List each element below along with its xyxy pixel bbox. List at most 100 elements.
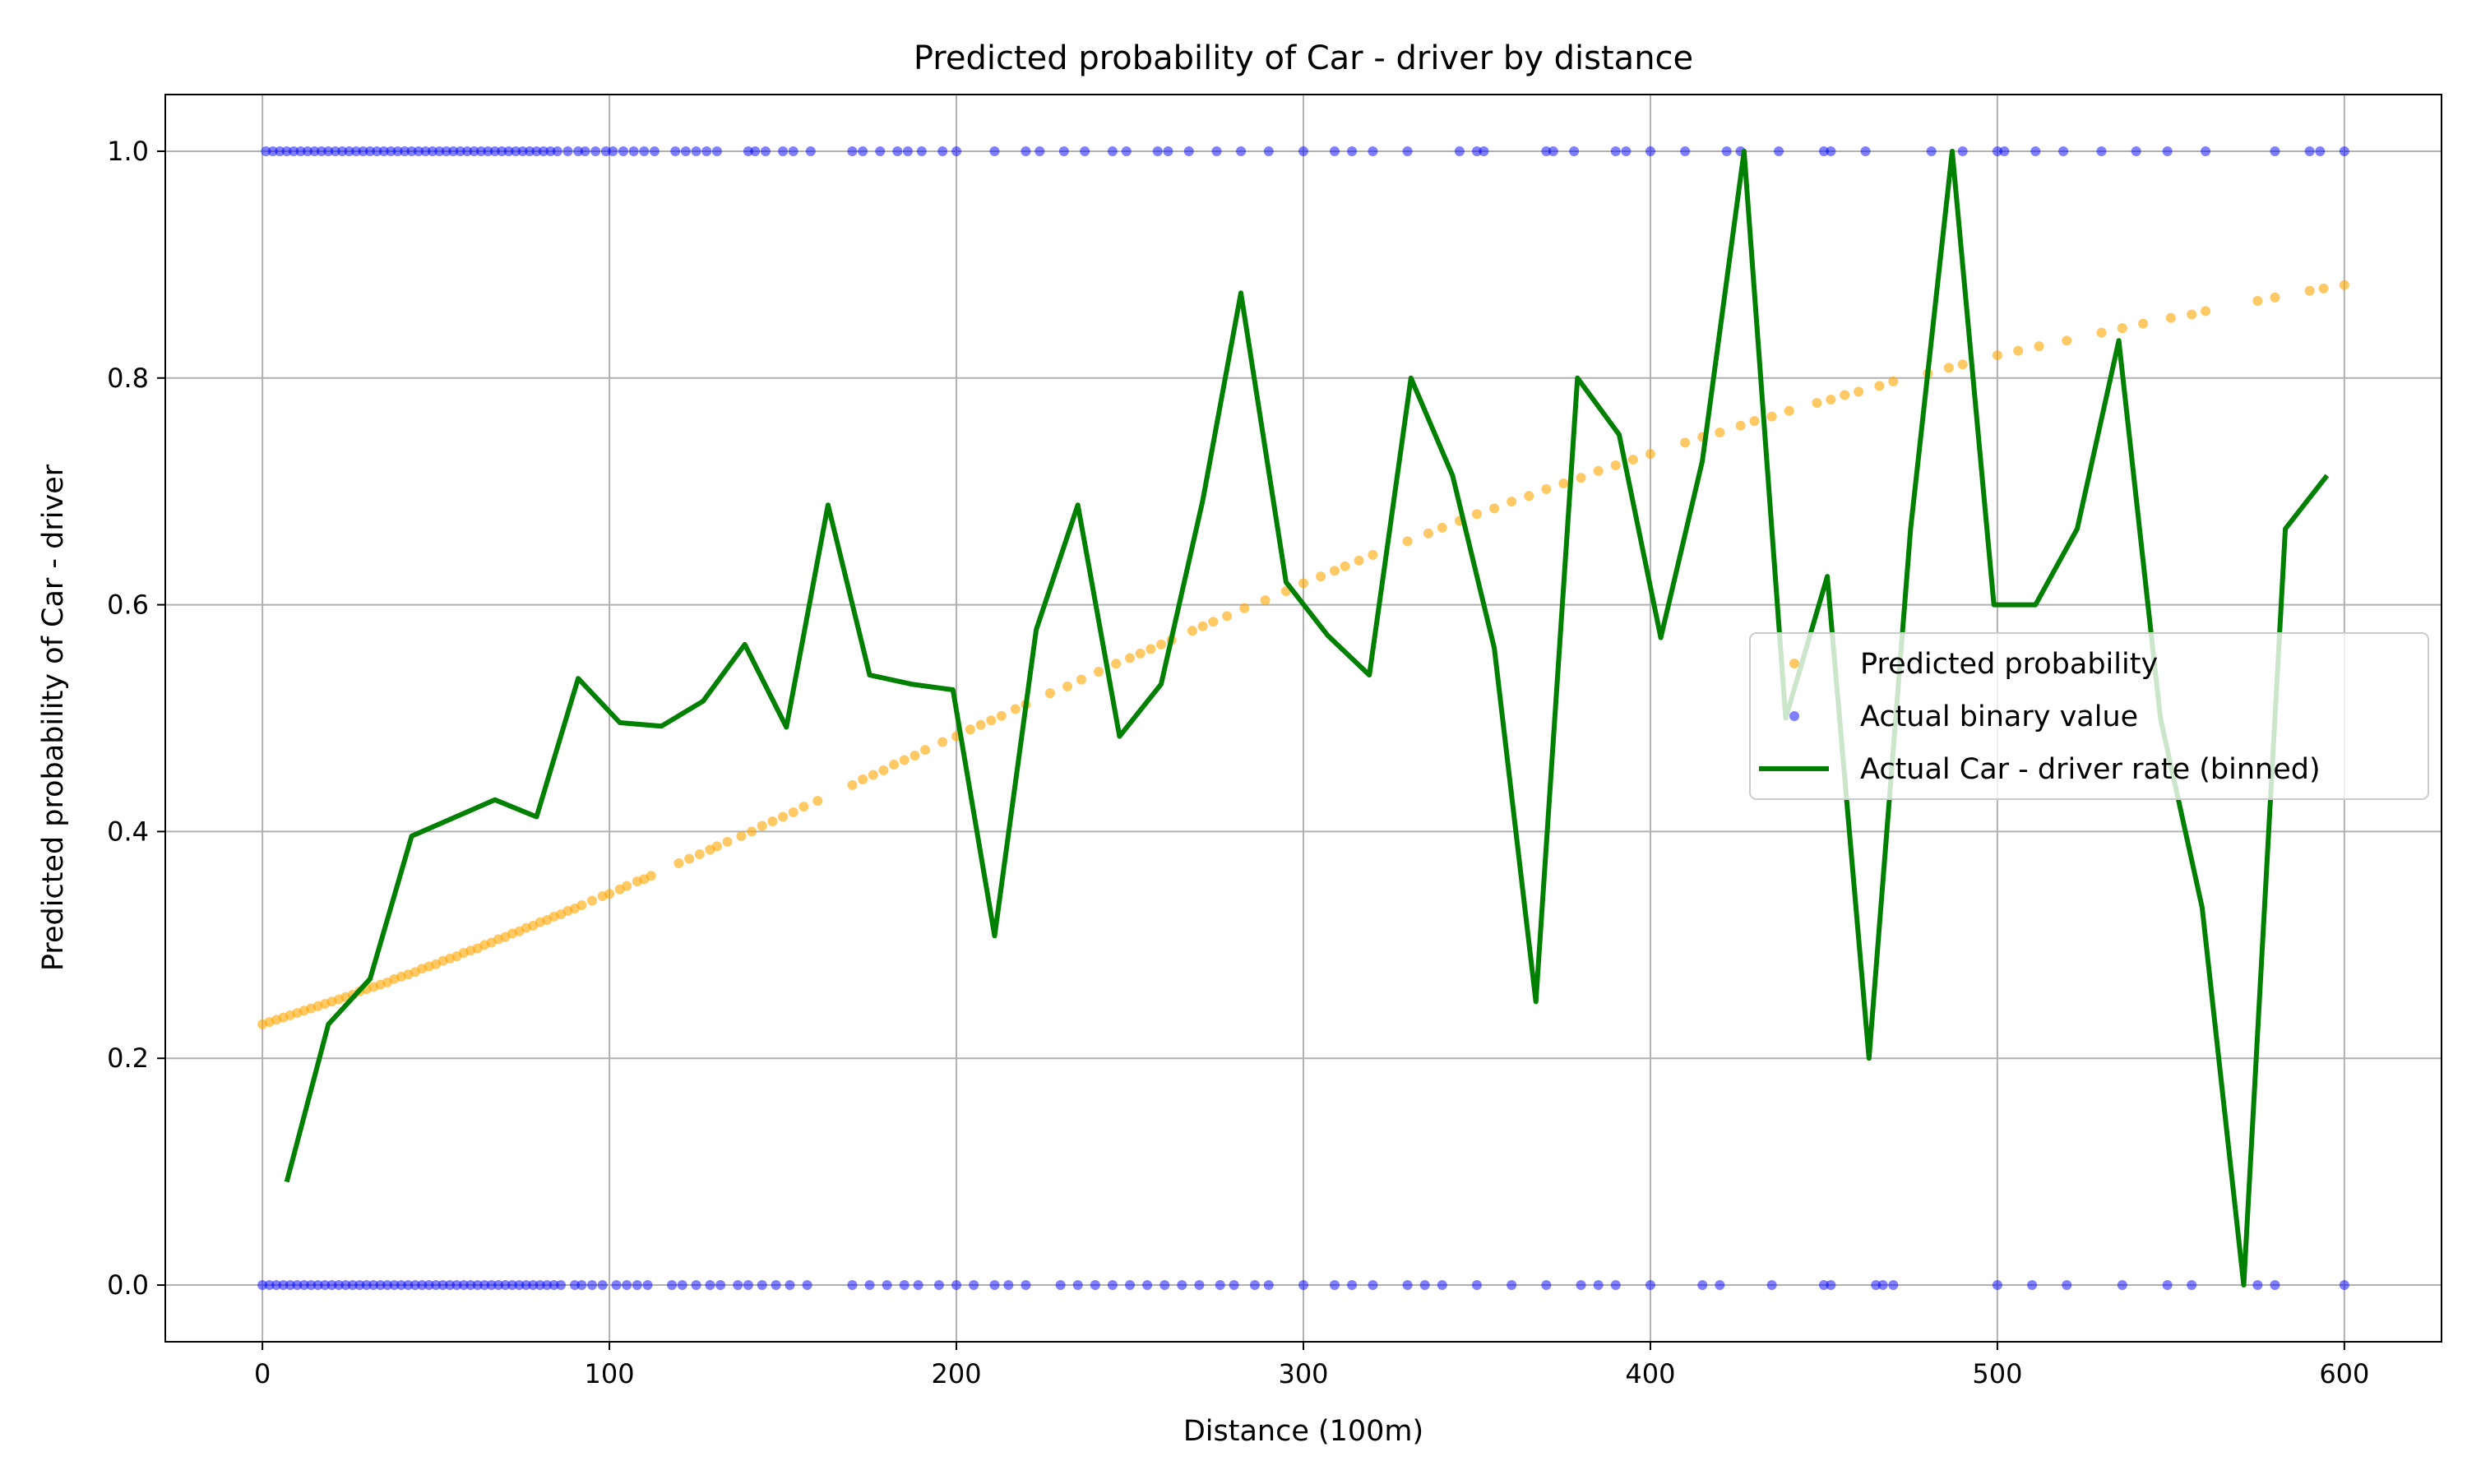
actual-point-one-88 [1368,146,1378,156]
predicted-point-151 [2304,285,2315,296]
actual-point-zero-57 [733,1280,743,1291]
actual-point-zero-105 [1826,1280,1836,1291]
actual-point-one-39 [531,146,542,156]
actual-point-one-32 [483,146,493,156]
predicted-point-140 [2013,345,2024,356]
predicted-point-67 [798,802,809,812]
actual-point-one-35 [503,146,514,156]
actual-point-zero-71 [989,1280,1000,1291]
actual-point-zero-81 [1177,1280,1187,1291]
predicted-point-92 [1146,644,1156,654]
actual-point-one-117 [2304,146,2315,156]
x-tick-label-4: 400 [1625,1358,1675,1389]
actual-point-one-106 [1926,146,1937,156]
predicted-point-110 [1437,522,1447,533]
predicted-point-62 [747,826,757,837]
actual-point-zero-69 [951,1280,962,1291]
actual-point-zero-24 [424,1280,434,1291]
predicted-point-57 [694,848,705,859]
predicted-point-104 [1329,566,1340,576]
actual-point-zero-27 [445,1280,455,1291]
actual-point-one-11 [337,146,348,156]
actual-point-one-113 [2131,146,2141,156]
actual-point-zero-106 [1871,1280,1881,1291]
actual-point-one-9 [323,146,334,156]
actual-point-one-71 [951,146,962,156]
legend-actual-label: Actual binary value [1860,700,2138,733]
predicted-point-77 [937,737,948,747]
actual-point-one-69 [916,146,927,156]
predicted-point-72 [878,765,889,775]
actual-point-zero-62 [802,1280,812,1291]
actual-point-one-78 [1121,146,1132,156]
actual-point-zero-21 [403,1280,414,1291]
actual-point-one-63 [805,146,816,156]
y-axis-label: Predicted probability of Car - driver [37,464,70,971]
actual-point-zero-37 [514,1280,525,1291]
predicted-point-135 [1888,376,1899,386]
predicted-point-71 [868,770,878,780]
predicted-point-122 [1645,449,1655,460]
predicted-point-91 [1135,648,1146,659]
actual-point-zero-28 [451,1280,462,1291]
actual-point-one-83 [1236,146,1247,156]
actual-point-one-6 [303,146,312,156]
predicted-point-85 [1044,688,1055,699]
actual-point-one-21 [406,146,417,156]
actual-point-one-74 [1034,146,1045,156]
actual-point-one-52 [649,146,660,156]
actual-point-zero-70 [969,1280,979,1291]
actual-point-zero-116 [2270,1280,2280,1291]
actual-point-zero-95 [1507,1280,1517,1291]
actual-point-zero-32 [479,1280,490,1291]
predicted-point-120 [1610,460,1621,470]
actual-point-one-93 [1541,146,1552,156]
predicted-point-66 [788,807,798,817]
predicted-point-95 [1187,626,1197,636]
predicted-point-98 [1222,611,1233,622]
actual-point-zero-10 [326,1280,337,1291]
actual-point-one-66 [875,146,886,156]
y-tick-label-5: 1.0 [107,136,149,167]
actual-point-zero-59 [757,1280,767,1291]
actual-point-one-26 [441,146,451,156]
actual-point-one-51 [639,146,650,156]
predicted-point-47 [587,895,597,906]
predicted-point-79 [965,724,975,735]
predicted-point-56 [684,853,695,864]
actual-point-one-28 [455,146,465,156]
actual-point-one-67 [892,146,903,156]
predicted-point-88 [1094,666,1104,677]
actual-point-one-57 [711,146,722,156]
predicted-point-123 [1680,437,1691,448]
actual-point-zero-61 [785,1280,795,1291]
actual-point-zero-52 [667,1280,678,1291]
actual-point-one-41 [545,146,556,156]
predicted-point-152 [2318,283,2329,294]
actual-point-zero-2 [271,1280,282,1291]
actual-point-zero-55 [705,1280,715,1291]
actual-point-zero-88 [1329,1280,1340,1291]
actual-point-zero-100 [1645,1280,1655,1291]
actual-point-zero-90 [1368,1280,1378,1291]
actual-point-zero-0 [257,1280,268,1291]
predicted-point-75 [910,751,920,761]
binned-rate-series [284,149,2330,1288]
actual-point-one-115 [2201,146,2211,156]
legend-predicted-label: Predicted probability [1860,648,2158,681]
actual-point-one-59 [750,146,761,156]
predicted-point-127 [1749,416,1760,427]
predicted-point-63 [757,821,767,831]
predicted-point-68 [812,796,823,807]
actual-point-one-73 [1021,146,1031,156]
actual-point-zero-64 [864,1280,875,1291]
actual-point-zero-4 [285,1280,295,1291]
actual-point-zero-13 [347,1280,358,1291]
actual-point-one-54 [680,146,691,156]
predicted-point-121 [1627,455,1638,465]
actual-point-zero-60 [771,1280,781,1291]
actual-point-zero-54 [691,1280,701,1291]
predicted-point-112 [1471,509,1482,520]
predicted-point-102 [1298,578,1308,589]
actual-point-one-94 [1548,146,1558,156]
